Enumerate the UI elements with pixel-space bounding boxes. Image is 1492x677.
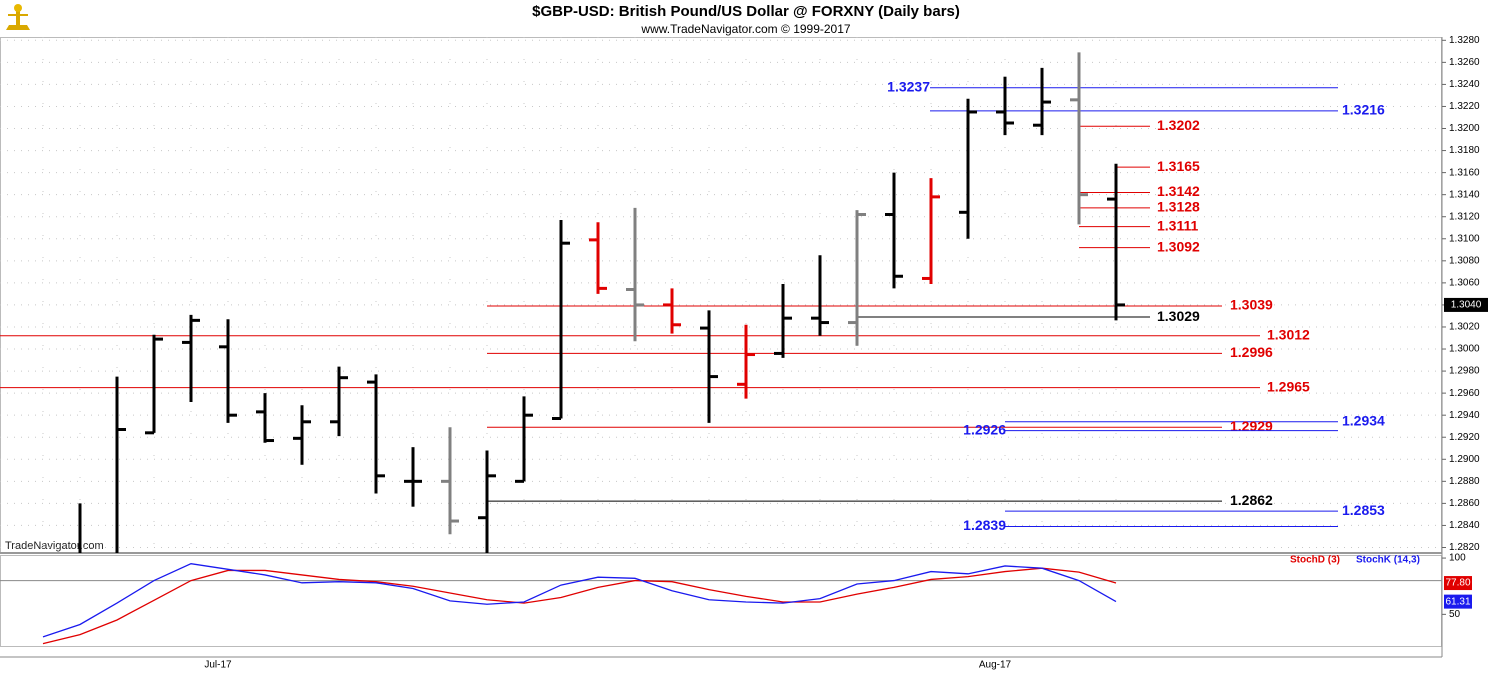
chart-subtitle: www.TradeNavigator.com © 1999-2017 <box>640 22 850 36</box>
level-label: 1.3142 <box>1157 183 1200 199</box>
y-tick-label: 1.3220 <box>1449 101 1480 112</box>
y-tick-label: 1.3260 <box>1449 57 1480 68</box>
level-label: 1.3165 <box>1157 158 1200 174</box>
value-box <box>1444 576 1472 591</box>
y-tick-label: 1.3080 <box>1449 255 1480 266</box>
level-label: 1.2853 <box>1342 502 1385 518</box>
y-tick-label: 1.2820 <box>1449 542 1480 553</box>
y-tick-label: 1.3100 <box>1449 233 1480 244</box>
y-tick-label: 1.2980 <box>1449 366 1480 377</box>
y-tick-label: 1.3120 <box>1449 211 1480 222</box>
y-tick-label: 1.3060 <box>1449 278 1480 289</box>
y-tick-label: 1.3200 <box>1449 123 1480 134</box>
level-label: 1.2996 <box>1230 344 1273 360</box>
y-tick-label: 1.2860 <box>1449 498 1480 509</box>
y-tick-label: 1.2900 <box>1449 454 1480 465</box>
level-label: 1.2839 <box>963 517 1006 533</box>
level-label: 1.3216 <box>1342 102 1385 118</box>
stoch-line <box>42 563 1117 638</box>
y-tick-label: 100 <box>1449 553 1466 564</box>
x-tick-label: Jul-17 <box>204 660 232 671</box>
level-label: 1.3012 <box>1267 326 1310 342</box>
level-label: 1.2934 <box>1342 412 1385 428</box>
y-tick-label: 1.3020 <box>1449 322 1480 333</box>
value-box <box>1444 594 1472 609</box>
y-tick-label: 1.3280 <box>1449 35 1480 46</box>
bars <box>78 52 1125 553</box>
y-tick-label: 1.3140 <box>1449 189 1480 200</box>
level-label: 1.3237 <box>887 78 930 94</box>
stoch-lines <box>42 563 1117 645</box>
legend-entry: StochD (3) <box>1290 555 1340 566</box>
level-label: 1.2965 <box>1267 378 1310 394</box>
level-label: 1.3202 <box>1157 117 1200 133</box>
last-price-box <box>1444 297 1488 312</box>
value-label: 77.80 <box>1445 578 1470 589</box>
logo <box>6 4 30 30</box>
y-tick-label: 1.2920 <box>1449 432 1480 443</box>
x-tick-label: Aug-17 <box>979 660 1012 671</box>
chart-title: $GBP-USD: British Pound/US Dollar @ FORX… <box>532 3 960 20</box>
level-label: 1.2929 <box>1230 418 1273 434</box>
last-price-label: 1.3040 <box>1451 300 1482 311</box>
value-label: 61.31 <box>1445 596 1470 607</box>
level-label: 1.2926 <box>963 421 1006 437</box>
y-tick-label: 1.3160 <box>1449 167 1480 178</box>
y-tick-label: 1.2880 <box>1449 476 1480 487</box>
level-label: 1.3092 <box>1157 238 1200 254</box>
level-label: 1.2862 <box>1230 492 1273 508</box>
y-tick-label: 1.2940 <box>1449 410 1480 421</box>
y-tick-label: 50 <box>1449 609 1461 620</box>
level-label: 1.3029 <box>1157 308 1200 324</box>
y-tick-label: 1.3180 <box>1449 145 1480 156</box>
watermark: TradeNavigator.com <box>5 540 104 552</box>
y-tick-label: 1.2840 <box>1449 520 1480 531</box>
y-tick-label: 1.2960 <box>1449 388 1480 399</box>
level-label: 1.3039 <box>1230 297 1273 313</box>
stoch-line <box>42 567 1117 645</box>
level-label: 1.3111 <box>1157 217 1198 233</box>
y-tick-label: 1.3240 <box>1449 79 1480 90</box>
level-label: 1.3128 <box>1157 199 1200 215</box>
legend-entry: StochK (14,3) <box>1356 555 1420 566</box>
y-tick-label: 1.3000 <box>1449 344 1480 355</box>
